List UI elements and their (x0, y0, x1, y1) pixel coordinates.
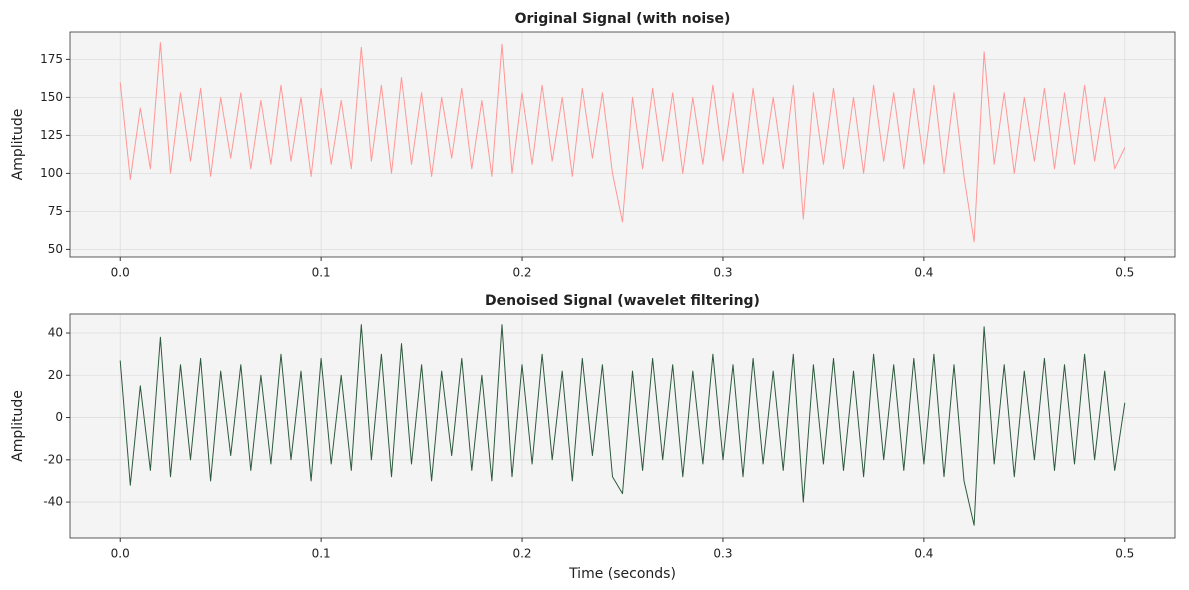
x-axis-label: Time (seconds) (568, 566, 676, 582)
plot-background (70, 314, 1175, 538)
x-tick-label: 0.2 (512, 547, 531, 561)
y-tick-label: 175 (40, 52, 63, 66)
subplot-title: Denoised Signal (wavelet filtering) (485, 293, 760, 309)
y-tick-label: -40 (43, 495, 63, 509)
x-tick-label: 0.4 (914, 266, 933, 280)
subplot-title: Original Signal (with noise) (515, 11, 731, 27)
y-axis-label: Amplitude (10, 390, 26, 462)
subplot: 0.0 0.1 0.2 0.3 0.4 0.5 -40 -20 0 20 40 Denoised Si… (10, 293, 1176, 582)
y-tick-label: 100 (40, 166, 63, 180)
y-tick-label: -20 (43, 452, 63, 466)
y-tick-label: 20 (48, 368, 63, 382)
x-tick-label: 0.2 (512, 266, 531, 280)
x-tick-label: 0.0 (111, 547, 130, 561)
x-tick-label: 0.5 (1115, 266, 1134, 280)
y-tick-label: 150 (40, 90, 63, 104)
x-tick-label: 0.1 (312, 266, 331, 280)
x-tick-label: 0.3 (713, 547, 732, 561)
x-tick-label: 0.5 (1115, 547, 1134, 561)
y-axis-label: Amplitude (10, 109, 26, 181)
x-tick-label: 0.1 (312, 547, 331, 561)
x-tick-label: 0.0 (111, 266, 130, 280)
plot-background (70, 32, 1175, 257)
y-tick-label: 0 (55, 410, 63, 424)
plot-frame (69, 313, 1176, 539)
x-tick-label: 0.4 (914, 547, 933, 561)
y-tick-label: 50 (48, 242, 63, 256)
signal-line (119, 324, 1126, 526)
signal-line (119, 42, 1126, 243)
plot-frame (69, 31, 1176, 258)
y-tick-label: 75 (48, 204, 63, 218)
y-tick-label: 125 (40, 128, 63, 142)
y-tick-label: 40 (48, 326, 63, 340)
x-tick-label: 0.3 (713, 266, 732, 280)
subplot: 0.0 0.1 0.2 0.3 0.4 0.5 50 75 100 125 150 175 Origin… (10, 11, 1176, 280)
